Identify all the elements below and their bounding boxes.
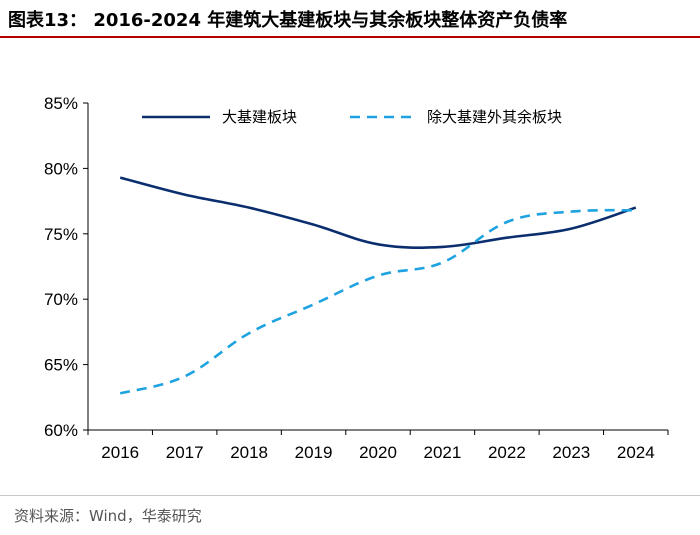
x-tick-label: 2017	[166, 443, 204, 462]
chart-axes: 60% 65% 70% 75% 80% 85% 2016 2017 2018 2019 2020 20…	[44, 94, 669, 462]
legend-label-1: 大基建板块	[222, 108, 297, 126]
chart-series	[119, 176, 637, 395]
x-tick-label: 2022	[488, 443, 526, 462]
chart-legend: 大基建板块 除大基建外其余板块	[142, 108, 562, 126]
y-tick-label: 80%	[44, 159, 78, 178]
x-tick-label: 2019	[295, 443, 333, 462]
y-tick-label: 75%	[44, 225, 78, 244]
title-bar: 图表13： 2016-2024 年建筑大基建板块与其余板块整体资产负债率	[0, 0, 700, 38]
source-note: 资料来源：Wind，华泰研究	[14, 507, 202, 525]
x-tick-label: 2024	[617, 443, 655, 462]
chart-title: 图表13： 2016-2024 年建筑大基建板块与其余板块整体资产负债率	[8, 10, 568, 31]
y-tick-label: 65%	[44, 356, 78, 375]
y-tick-label: 60%	[44, 421, 78, 440]
x-tick-label: 2016	[101, 443, 139, 462]
x-tick-label: 2018	[230, 443, 268, 462]
y-tick-label: 70%	[44, 290, 78, 309]
x-tick-label: 2023	[552, 443, 590, 462]
x-tick-label: 2021	[424, 443, 462, 462]
y-tick-label: 85%	[44, 94, 78, 113]
series-line-1	[119, 176, 637, 249]
series-line-2	[119, 208, 636, 395]
x-tick-label: 2020	[359, 443, 397, 462]
legend-label-2: 除大基建外其余板块	[427, 108, 562, 126]
source-divider	[0, 495, 700, 496]
